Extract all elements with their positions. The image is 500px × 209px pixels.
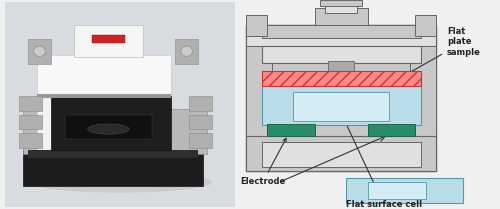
Bar bbox=[415, 15, 436, 36]
Text: Electrode: Electrode bbox=[240, 138, 286, 186]
Bar bbox=[262, 84, 420, 125]
Text: Flat surface cell: Flat surface cell bbox=[346, 195, 422, 209]
Bar bbox=[368, 124, 415, 136]
Bar bbox=[28, 150, 198, 158]
Bar bbox=[189, 133, 212, 148]
Bar bbox=[170, 109, 207, 154]
Bar bbox=[175, 39, 198, 64]
Bar bbox=[246, 25, 436, 171]
Bar bbox=[262, 142, 420, 167]
Bar bbox=[262, 46, 420, 63]
Bar bbox=[37, 55, 170, 96]
Bar bbox=[328, 61, 354, 84]
Bar bbox=[294, 92, 388, 121]
Bar bbox=[65, 115, 152, 139]
Bar bbox=[246, 25, 436, 46]
Circle shape bbox=[34, 46, 46, 56]
Bar bbox=[325, 2, 357, 13]
Text: Flat
plate
sample: Flat plate sample bbox=[403, 27, 481, 76]
Ellipse shape bbox=[28, 172, 212, 192]
Ellipse shape bbox=[88, 124, 129, 134]
Bar bbox=[51, 96, 171, 150]
Bar bbox=[267, 124, 314, 136]
Bar bbox=[346, 178, 463, 203]
Bar bbox=[246, 15, 267, 36]
Bar bbox=[410, 46, 436, 136]
Bar bbox=[74, 25, 143, 57]
Bar bbox=[28, 39, 51, 64]
Bar bbox=[246, 46, 272, 136]
Bar bbox=[262, 25, 420, 38]
Bar bbox=[24, 109, 60, 154]
Bar bbox=[19, 115, 42, 129]
Bar bbox=[189, 96, 212, 111]
Bar bbox=[24, 150, 203, 186]
Circle shape bbox=[181, 46, 192, 56]
Bar bbox=[246, 136, 436, 171]
Bar bbox=[320, 0, 362, 6]
Bar bbox=[314, 8, 368, 25]
Bar bbox=[19, 96, 42, 111]
Bar bbox=[189, 115, 212, 129]
Bar bbox=[262, 71, 420, 86]
Bar bbox=[19, 133, 42, 148]
Bar bbox=[368, 182, 426, 199]
Bar bbox=[37, 94, 170, 98]
Bar bbox=[92, 35, 124, 43]
Bar bbox=[37, 72, 170, 150]
